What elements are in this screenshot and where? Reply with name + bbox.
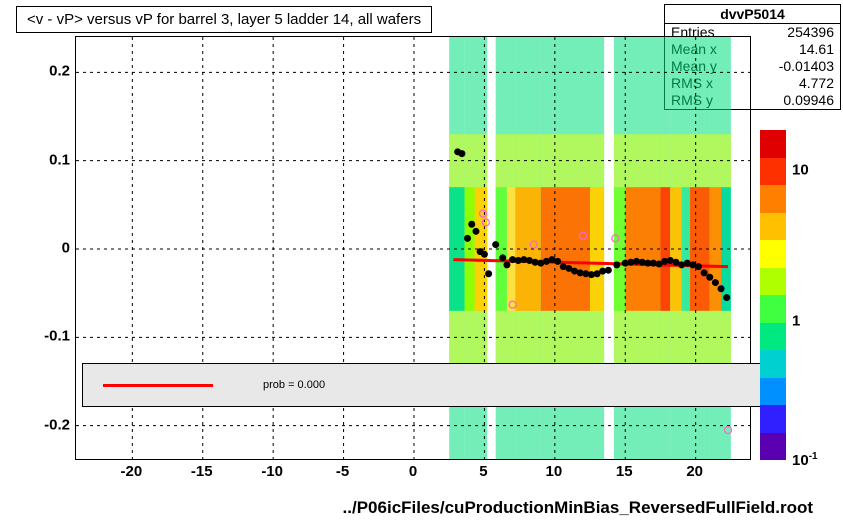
x-tick: -10: [261, 463, 283, 480]
colorbar-tick: 1: [792, 313, 800, 330]
colorbar-segment: [760, 378, 786, 406]
fit-legend-text: prob = 0.000: [263, 379, 325, 391]
colorbar-segment: [760, 350, 786, 378]
fit-legend: prob = 0.000: [82, 363, 764, 407]
x-tick: -20: [120, 463, 142, 480]
colorbar-segment: [760, 240, 786, 268]
colorbar: [760, 130, 786, 460]
colorbar-segment: [760, 158, 786, 186]
colorbar-tick: 10: [792, 161, 809, 178]
colorbar-segment: [760, 268, 786, 296]
colorbar-segment: [760, 130, 786, 158]
colorbar-segment: [760, 295, 786, 323]
colorbar-segment: [760, 213, 786, 241]
file-caption: ../P06icFiles/cuProductionMinBias_Revers…: [343, 498, 813, 518]
chart-title: <v - vP> versus vP for barrel 3, layer 5…: [16, 6, 432, 33]
title-text: <v - vP> versus vP for barrel 3, layer 5…: [27, 11, 421, 28]
fit-legend-line: [103, 384, 213, 387]
colorbar-segment: [760, 185, 786, 213]
colorbar-segment: [760, 433, 786, 461]
x-tick: 5: [479, 463, 487, 480]
y-tick: 0.2: [49, 63, 70, 80]
x-tick: -15: [191, 463, 213, 480]
colorbar-tick: 10-1: [792, 451, 818, 469]
y-tick: 0.1: [49, 151, 70, 168]
x-tick: 20: [686, 463, 703, 480]
x-tick: 15: [616, 463, 633, 480]
colorbar-segment: [760, 405, 786, 433]
y-tick: -0.1: [44, 328, 70, 345]
x-tick: -5: [336, 463, 349, 480]
y-tick: 0: [62, 240, 70, 257]
x-tick: 0: [409, 463, 417, 480]
colorbar-segment: [760, 323, 786, 351]
stats-name: dvvP5014: [665, 5, 840, 24]
x-tick: 10: [545, 463, 562, 480]
y-tick: -0.2: [44, 416, 70, 433]
